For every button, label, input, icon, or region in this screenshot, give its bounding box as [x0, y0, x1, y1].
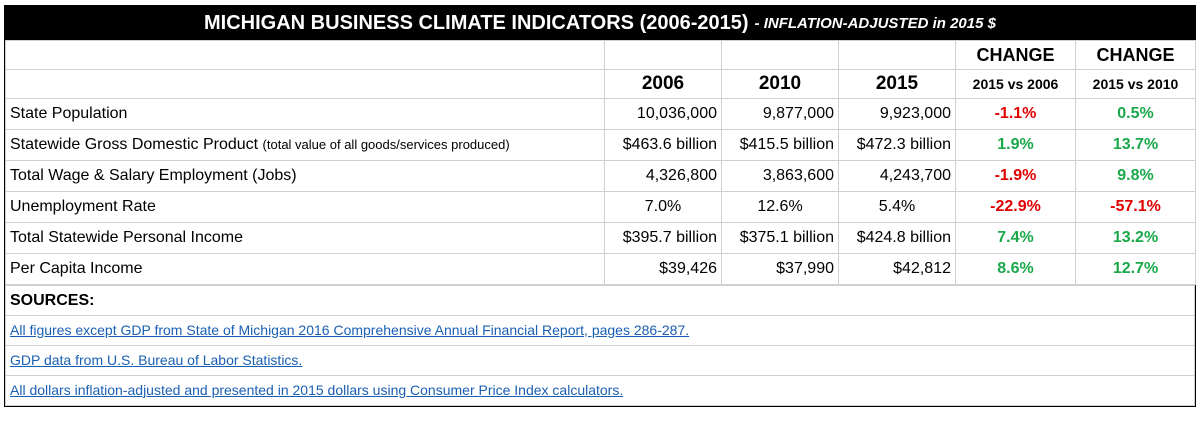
table-title: MICHIGAN BUSINESS CLIMATE INDICATORS (20…: [204, 11, 749, 34]
source-row: All figures except GDP from State of Mic…: [5, 315, 1195, 346]
year-header-2010: 2010: [721, 69, 839, 99]
change-vs-2010: 13.2%: [1075, 222, 1196, 254]
value-2006: 7.0%: [604, 191, 722, 223]
table-row: Unemployment Rate 7.0% 12.6% 5.4% -22.9% -57.…: [5, 191, 1196, 223]
value-2006: $39,426: [604, 253, 722, 285]
value-2015: $42,812: [838, 253, 956, 285]
change-vs-2006: 1.9%: [955, 129, 1076, 161]
source-link-cafr[interactable]: All figures except GDP from State of Mic…: [10, 321, 690, 338]
header-empty-cell: [5, 69, 605, 99]
table-title-bar: MICHIGAN BUSINESS CLIMATE INDICATORS (20…: [5, 6, 1195, 40]
row-label-note: (total value of all goods/services produ…: [262, 137, 510, 152]
row-label-text: Unemployment Rate: [10, 198, 156, 215]
value-2010: $37,990: [721, 253, 839, 285]
row-label-text: Total Statewide Personal Income: [10, 229, 244, 246]
change-header-2: CHANGE: [1075, 40, 1196, 70]
table-row: Total Statewide Personal Income $395.7 bi…: [5, 222, 1196, 254]
value-2010: 9,877,000: [721, 98, 839, 130]
change-vs-2006: 7.4%: [955, 222, 1076, 254]
value-2006: 4,326,800: [604, 160, 722, 192]
table-row: Per Capita Income $39,426 $37,990 $42,812 8.…: [5, 253, 1196, 285]
row-label: Statewide Gross Domestic Product (total …: [5, 129, 605, 161]
row-label-text: Statewide Gross Domestic Product: [10, 136, 259, 153]
header-row-change: CHANGE CHANGE: [5, 40, 1196, 70]
year-header-2015: 2015: [838, 69, 956, 99]
change-vs-2006: 8.6%: [955, 253, 1076, 285]
change-vs-2010: -57.1%: [1075, 191, 1196, 223]
row-label: Total Wage & Salary Employment (Jobs): [5, 160, 605, 192]
change-vs-2006: -1.1%: [955, 98, 1076, 130]
row-label-text: Total Wage & Salary Employment (Jobs): [10, 167, 297, 184]
header-row-years: 2006 2010 2015 2015 vs 2006 2015 vs 2010: [5, 69, 1196, 99]
source-row: All dollars inflation-adjusted and prese…: [5, 375, 1195, 406]
row-label: Total Statewide Personal Income: [5, 222, 605, 254]
value-2010: $415.5 billion: [721, 129, 839, 161]
header-empty-cell: [721, 40, 839, 70]
change-vs-2010: 9.8%: [1075, 160, 1196, 192]
source-link-gdp[interactable]: GDP data from U.S. Bureau of Labor Stati…: [10, 351, 303, 368]
change-vs-2010: 13.7%: [1075, 129, 1196, 161]
source-link-cpi[interactable]: All dollars inflation-adjusted and prese…: [10, 381, 624, 398]
value-2010: 12.6%: [721, 191, 839, 223]
value-2006: $463.6 billion: [604, 129, 722, 161]
row-label-text: Per Capita Income: [10, 260, 143, 277]
value-2015: 5.4%: [838, 191, 956, 223]
year-header-2006: 2006: [604, 69, 722, 99]
table-row: Total Wage & Salary Employment (Jobs) 4,3…: [5, 160, 1196, 192]
header-empty-cell: [838, 40, 956, 70]
value-2010: $375.1 billion: [721, 222, 839, 254]
row-label: Unemployment Rate: [5, 191, 605, 223]
header-empty-cell: [5, 40, 605, 70]
value-2015: 9,923,000: [838, 98, 956, 130]
header-empty-cell: [604, 40, 722, 70]
row-label: State Population: [5, 98, 605, 130]
change-vs-2006: -22.9%: [955, 191, 1076, 223]
table-row: State Population 10,036,000 9,877,000 9,923…: [5, 98, 1196, 130]
value-2006: $395.7 billion: [604, 222, 722, 254]
row-label: Per Capita Income: [5, 253, 605, 285]
change-vs-2010: 0.5%: [1075, 98, 1196, 130]
table-row: Statewide Gross Domestic Product (total …: [5, 129, 1196, 161]
value-2015: $472.3 billion: [838, 129, 956, 161]
sources-heading-row: SOURCES:: [5, 285, 1195, 316]
value-2015: $424.8 billion: [838, 222, 956, 254]
indicators-table: CHANGE CHANGE 2006 2010 2015 2015 vs 200…: [5, 40, 1196, 285]
value-2010: 3,863,600: [721, 160, 839, 192]
value-2006: 10,036,000: [604, 98, 722, 130]
table-subtitle: - INFLATION-ADJUSTED in 2015 $: [754, 14, 996, 32]
value-2015: 4,243,700: [838, 160, 956, 192]
change-period-1: 2015 vs 2006: [955, 69, 1076, 99]
change-vs-2006: -1.9%: [955, 160, 1076, 192]
change-vs-2010: 12.7%: [1075, 253, 1196, 285]
change-period-2: 2015 vs 2010: [1075, 69, 1196, 99]
sources-heading: SOURCES:: [5, 285, 1195, 316]
indicators-table-container: MICHIGAN BUSINESS CLIMATE INDICATORS (20…: [4, 5, 1196, 407]
source-row: GDP data from U.S. Bureau of Labor Stati…: [5, 345, 1195, 376]
sources-table: SOURCES: All figures except GDP from Sta…: [5, 285, 1195, 406]
row-label-text: State Population: [10, 105, 128, 122]
change-header-1: CHANGE: [955, 40, 1076, 70]
